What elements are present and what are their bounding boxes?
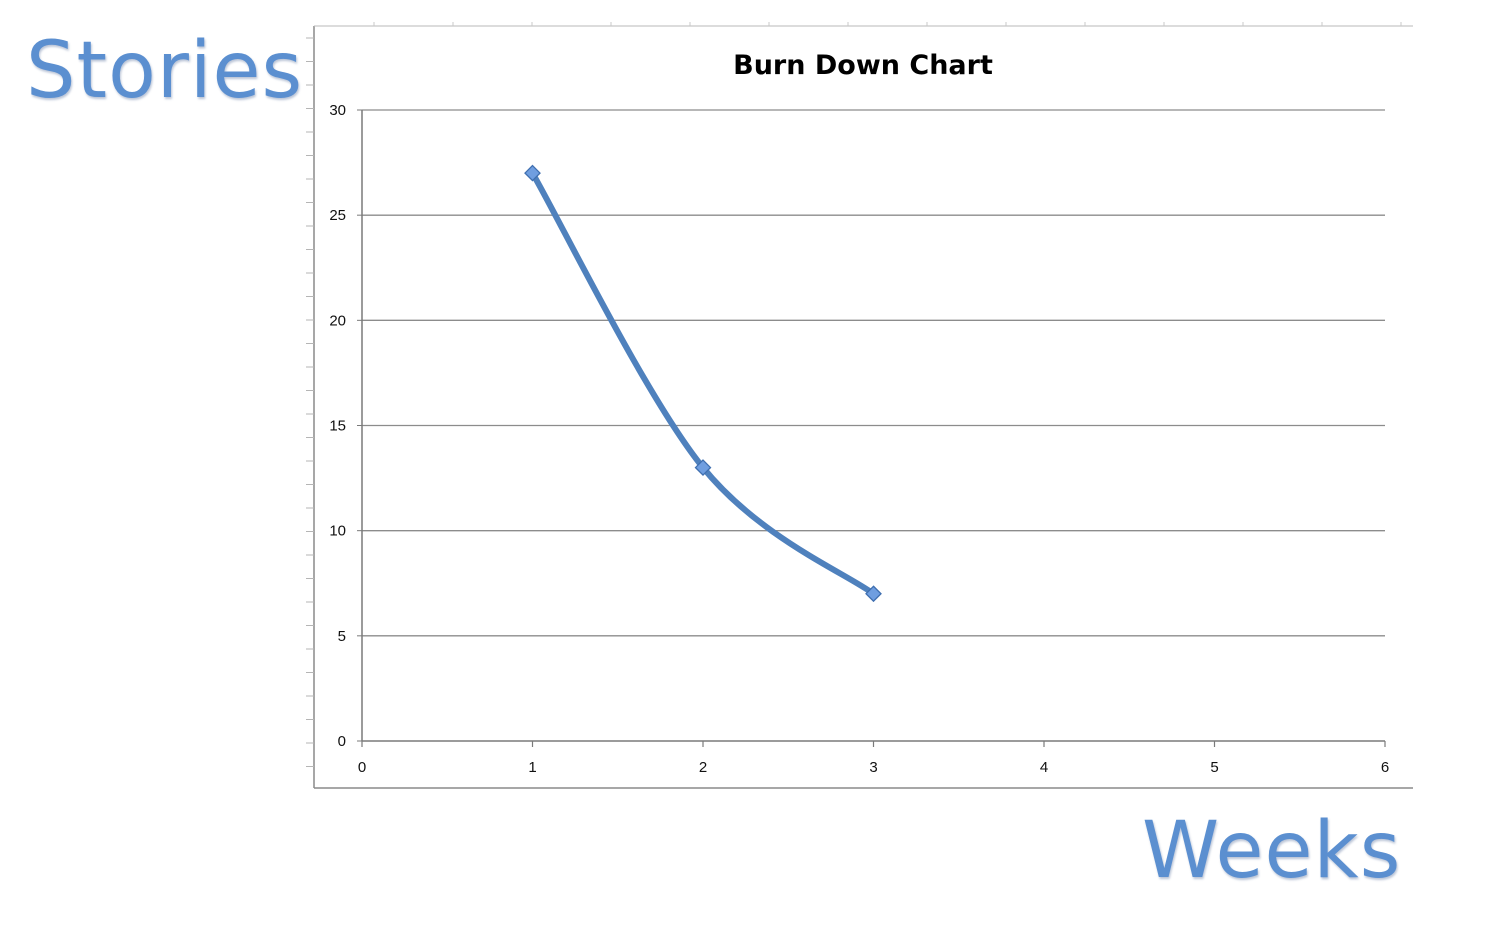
series	[529, 170, 877, 597]
gridlines	[362, 109, 1385, 637]
data-markers	[524, 164, 882, 603]
tick-labels: 0 5 10 15 20 25 30 0 1 2 3 4 5 6	[329, 102, 1389, 776]
y-tick-label: 30	[329, 102, 346, 119]
y-tick-label: 0	[338, 733, 346, 750]
data-point-marker	[524, 164, 541, 182]
x-tick-label: 2	[699, 759, 707, 776]
x-tick-label: 5	[1210, 759, 1218, 776]
x-tick-label: 1	[528, 759, 536, 776]
x-tick-label: 6	[1381, 759, 1389, 776]
data-point-marker	[865, 585, 882, 603]
series-line	[529, 170, 877, 597]
y-tick-label: 25	[329, 207, 346, 224]
y-tick-label: 5	[338, 628, 346, 645]
x-tick-label: 0	[358, 759, 366, 776]
x-axis-caption: Weeks	[1142, 806, 1402, 896]
x-tick-label: 4	[1040, 759, 1048, 776]
chart-title: Burn Down Chart	[733, 50, 993, 81]
y-tick-label: 15	[329, 418, 346, 435]
axes	[357, 109, 1386, 747]
chart-frame	[306, 22, 1413, 789]
y-tick-label: 10	[329, 523, 346, 540]
data-point-marker	[694, 459, 712, 476]
y-axis-caption: Stories	[26, 26, 304, 116]
y-tick-label: 20	[329, 312, 346, 329]
x-tick-label: 3	[869, 759, 877, 776]
